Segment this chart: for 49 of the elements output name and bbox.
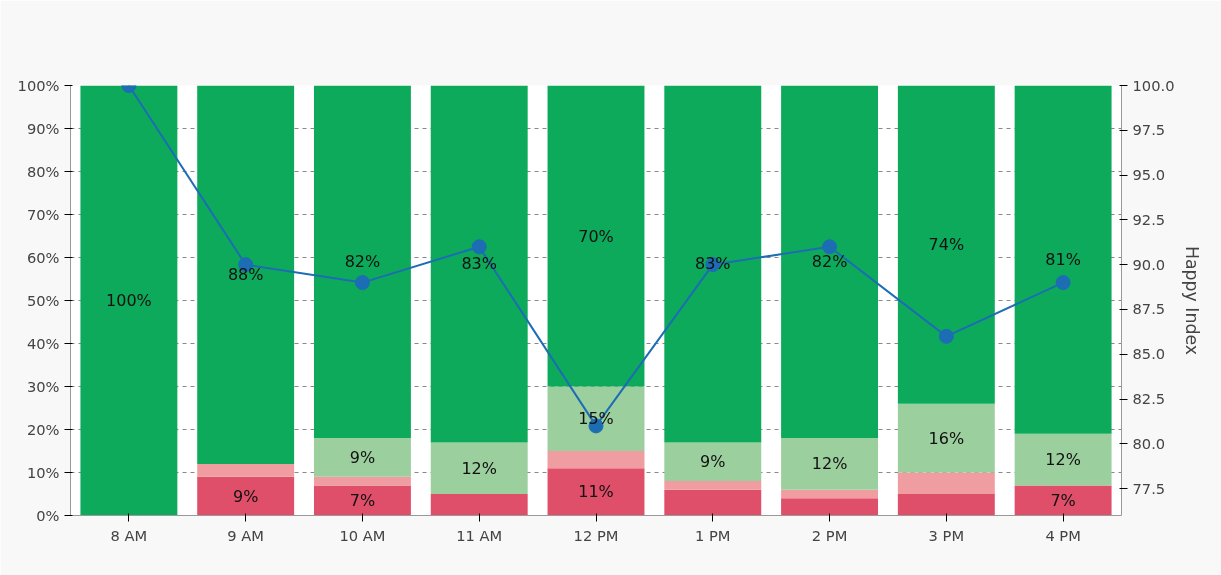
y2-tick-label: 82.5 (1132, 390, 1166, 408)
y2-tick-label: 97.5 (1132, 121, 1166, 139)
y-tick-label: 20% (26, 421, 60, 438)
y-tick-label: 60% (26, 249, 60, 266)
y2-tick-label: 77.5 (1132, 479, 1166, 497)
data-label: 12% (1045, 450, 1081, 470)
data-label: 11% (578, 482, 614, 502)
data-label: 7% (1050, 490, 1076, 510)
y2-tick-label: 92.5 (1132, 210, 1166, 228)
y2-tick-label: 90.0 (1132, 255, 1166, 273)
data-label: 82% (811, 252, 848, 272)
data-label: 9% (700, 452, 726, 472)
y2-tick-label: 85.0 (1132, 345, 1166, 363)
y-tick-label: 40% (26, 335, 60, 352)
x-tick-label: 2 PM (811, 526, 848, 544)
y2-tick-label: 87.5 (1132, 300, 1166, 318)
data-label: 100% (106, 291, 152, 310)
y-tick-label: 70% (26, 206, 60, 223)
y2-tick-label: 95.0 (1132, 166, 1166, 184)
data-label: 83% (695, 254, 731, 274)
x-tick-label: 8 AM (110, 526, 148, 544)
y-tick-label: 100% (17, 77, 60, 94)
y-tick-label: 30% (26, 378, 60, 395)
data-label: 82% (344, 252, 381, 272)
data-label: 12% (461, 458, 497, 478)
x-tick-label: 3 PM (928, 526, 965, 544)
x-tick-label: 12 PM (573, 526, 619, 544)
x-tick-label: 4 PM (1045, 526, 1081, 544)
x-tick-label: 1 PM (695, 526, 731, 544)
data-label: 70% (578, 226, 614, 246)
data-label: 81% (1045, 250, 1081, 270)
data-label: 88% (227, 265, 264, 285)
data-label: 16% (928, 428, 965, 448)
y2-tick-label: 80.0 (1132, 434, 1166, 452)
y-tick-label: 50% (26, 292, 60, 309)
x-tick-label: 11 AM (456, 526, 503, 544)
data-label: 9% (349, 447, 376, 467)
x-tick-label: 10 AM (339, 526, 386, 544)
y2-axis-title: Happy Index (1182, 245, 1203, 356)
data-label: 9% (232, 486, 259, 506)
data-label: 7% (349, 490, 376, 510)
y-tick-label: 10% (26, 464, 60, 481)
y-tick-label: 0% (36, 507, 60, 524)
x-tick-label: 9 AM (227, 526, 264, 544)
y-tick-label: 80% (26, 163, 60, 180)
y-tick-label: 90% (26, 120, 60, 137)
data-label: 12% (811, 454, 848, 474)
y2-tick-label: 100.0 (1132, 76, 1175, 94)
data-label: 74% (928, 235, 965, 255)
